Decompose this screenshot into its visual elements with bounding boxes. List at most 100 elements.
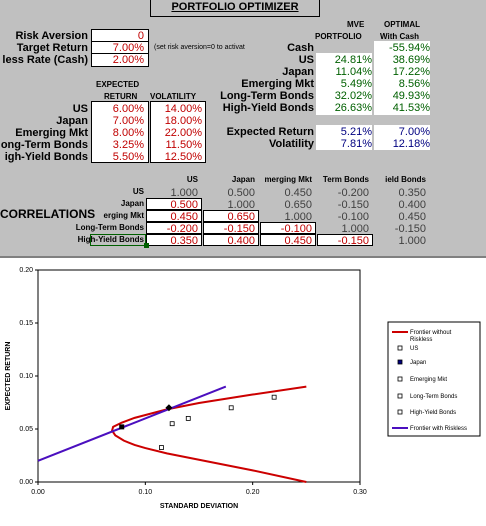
corr-row-label: Long-Term Bonds (75, 223, 144, 232)
return-header: RETURN (104, 92, 138, 101)
asset-point (185, 415, 191, 421)
y-axis-label: EXPECTED RETURN (5, 342, 12, 411)
optimal-weight: 38.69% (392, 54, 430, 66)
corr-row-label: High-Yield Bonds (77, 235, 144, 244)
corr-value: 0.650 (227, 211, 255, 223)
asset-return: 6.00% (112, 103, 144, 115)
chart-area: 0.00 0.10 0.20 0.30 0.00 0.05 0.10 0.15 0.20 STAN… (0, 256, 486, 526)
asset-point (169, 421, 175, 427)
legend-label: Frontier without (410, 330, 452, 336)
mve-weight: 24.81% (334, 54, 372, 66)
corr-value: 1.000 (284, 211, 312, 223)
corr-value: -0.150 (223, 223, 255, 235)
mve-header: MVE (347, 20, 365, 29)
expected-header: EXPECTED (96, 80, 140, 89)
riskless-rate-cell[interactable] (91, 53, 149, 67)
corr-value: -0.100 (280, 223, 312, 235)
corr-value: 0.350 (398, 187, 426, 199)
fill-handle[interactable] (144, 243, 149, 248)
expected-return-label: Expected Return (226, 126, 314, 138)
corr-value: -0.150 (337, 235, 369, 247)
mve-bg (316, 53, 372, 115)
asset-volatility: 14.00% (164, 103, 202, 115)
volatility-header: VOLATILITY (150, 92, 197, 101)
mve-exp-cell (316, 125, 372, 138)
target-return-value: 7.00% (112, 42, 144, 54)
legend-label: Frontier with Riskless (410, 426, 467, 432)
return-block[interactable] (91, 101, 149, 163)
corr-value: 0.500 (227, 187, 255, 199)
portfolio-label: Long-Term Bonds (220, 90, 314, 102)
corr-value: 1.000 (398, 235, 426, 247)
corr-input-cell[interactable] (203, 210, 259, 222)
portfolio-label: High-Yield Bonds (222, 102, 314, 114)
corr-col-header: Japan (231, 175, 255, 184)
corr-value: 0.450 (398, 211, 426, 223)
corr-row-label: Japan (120, 199, 144, 208)
opt-bg (374, 41, 430, 115)
portfolio-label: US (298, 54, 314, 66)
legend-label: High-Yield Bonds (410, 410, 456, 416)
riskless-rate-value: 2.00% (112, 54, 144, 66)
asset-point (228, 405, 234, 411)
legend-marker (397, 359, 403, 365)
legend-label: Japan (410, 360, 426, 366)
frontier-chart: 0.00 0.10 0.20 0.30 0.00 0.05 0.10 0.15 0.20 STAN… (5, 267, 481, 510)
asset-return: 3.25% (112, 139, 144, 151)
x-tick-label: 0.30 (353, 489, 367, 496)
y-tick-label: 0.10 (19, 373, 33, 380)
opt-exp-cell (374, 125, 430, 138)
corr-row-label: erging Mkt (103, 211, 144, 220)
corr-input-cell[interactable] (203, 234, 259, 246)
corr-input-cell[interactable] (146, 222, 202, 234)
corr-value: 0.400 (398, 199, 426, 211)
volatility-label: Volatility (268, 138, 314, 150)
corr-input-cell[interactable] (317, 234, 373, 246)
corr-input-cell[interactable] (203, 222, 259, 234)
mve-weight: 32.02% (334, 90, 372, 102)
asset-return: 7.00% (112, 115, 144, 127)
y-tick-label: 0.15 (19, 320, 33, 327)
corr-input-cell[interactable] (260, 222, 316, 234)
optimal-weight: -55.94% (389, 42, 430, 54)
optimal-point (165, 404, 173, 412)
corr-value: 0.650 (284, 199, 312, 211)
target-return-label: Target Return (16, 42, 88, 54)
corr-input-cell[interactable] (146, 210, 202, 222)
asset-label: Emerging Mkt (15, 127, 88, 139)
legend-marker (397, 376, 403, 382)
portfolio-label: Japan (282, 66, 314, 78)
optimal-expected-return: 7.00% (398, 126, 430, 138)
corr-value: -0.150 (394, 223, 426, 235)
asset-return: 5.50% (112, 151, 144, 163)
corr-value: 0.450 (284, 187, 312, 199)
opt-vol-cell (374, 137, 430, 150)
asset-point (159, 445, 164, 450)
mve-header-2: PORTFOLIO (315, 32, 362, 41)
asset-volatility: 11.50% (165, 139, 203, 151)
page-title: PORTFOLIO OPTIMIZER (150, 0, 320, 17)
asset-label: ong-Term Bonds (0, 139, 88, 151)
volatility-block[interactable] (150, 101, 206, 163)
optimal-volatility: 12.18% (392, 138, 430, 150)
selected-cell[interactable] (90, 234, 146, 246)
optimal-weight: 41.53% (392, 102, 430, 114)
asset-point (271, 394, 277, 400)
riskless-rate-label: less Rate (Cash) (2, 54, 88, 66)
legend-label: Long-Term Bonds (410, 394, 457, 400)
corr-input-cell[interactable] (260, 234, 316, 246)
corr-col-header: Term Bonds (322, 175, 369, 184)
optimal-header: OPTIMAL (384, 20, 420, 29)
corr-input-cell[interactable] (146, 198, 202, 210)
corr-value: 0.500 (170, 199, 198, 211)
asset-label: US (72, 103, 88, 115)
optimal-weight: 8.56% (398, 78, 430, 90)
corr-input-cell[interactable] (146, 234, 202, 246)
y-tick-label: 0.00 (19, 479, 33, 486)
mve-expected-return: 5.21% (340, 126, 372, 138)
y-tick-label: 0.05 (19, 426, 33, 433)
portfolio-label: Cash (287, 42, 314, 54)
legend-label: US (410, 346, 418, 352)
frontier-without-riskless-line (110, 385, 307, 483)
mve-point (119, 424, 125, 430)
